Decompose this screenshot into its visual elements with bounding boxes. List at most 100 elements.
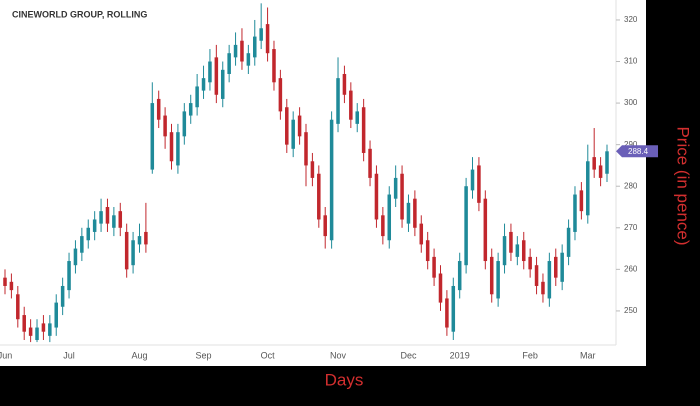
candle-body	[323, 215, 327, 237]
candle-body	[131, 240, 135, 266]
candle-body	[477, 165, 481, 203]
candle-body	[470, 169, 475, 191]
y-tick-label: 290	[624, 140, 638, 149]
candle-body	[502, 236, 507, 266]
candle-body	[137, 236, 142, 245]
candle-body	[41, 323, 46, 332]
candle-body	[54, 302, 58, 328]
candle-body	[489, 256, 494, 295]
candle-body	[16, 294, 20, 320]
candle-body	[400, 173, 404, 220]
candle-body	[528, 256, 532, 270]
y-tick-label: 310	[624, 57, 638, 66]
candle-body	[105, 207, 110, 224]
candle-body	[310, 161, 315, 178]
candle-body	[573, 194, 577, 232]
candle-body	[368, 148, 372, 178]
candle-body	[227, 53, 231, 74]
candle-body	[144, 231, 148, 245]
y-tick-label: 320	[624, 15, 638, 24]
candle-body	[598, 165, 603, 178]
x-tick-label: Mar	[580, 350, 596, 360]
candle-body	[393, 177, 398, 199]
candle-body	[425, 240, 430, 262]
candle-body	[406, 202, 411, 224]
candle-body	[169, 132, 174, 162]
candle-body	[265, 24, 270, 54]
candle-body	[188, 103, 193, 116]
candle-body	[534, 265, 539, 286]
candle-body	[28, 327, 33, 336]
candle-body	[150, 103, 155, 170]
x-tick-label: Aug	[131, 350, 147, 360]
candle-body	[156, 98, 161, 120]
candle-body	[35, 327, 39, 341]
candle-body	[374, 173, 379, 220]
last-price-tag	[616, 145, 658, 158]
candle-body	[201, 78, 206, 91]
candle-body	[438, 273, 443, 303]
candle-body	[297, 115, 302, 137]
x-tick-label: Oct	[261, 350, 276, 360]
candle-body	[233, 44, 238, 58]
candle-body	[586, 161, 590, 216]
candle-body	[547, 261, 552, 299]
candle-body	[272, 49, 276, 83]
x-tick-label: Nov	[330, 350, 347, 360]
candle-body	[445, 298, 449, 328]
candle-body	[381, 215, 385, 237]
candle-body	[208, 61, 212, 83]
chart-title: CINEWORLD GROUP, ROLLING	[12, 9, 147, 19]
candle-body	[73, 248, 78, 266]
candle-body	[220, 69, 225, 99]
candle-body	[182, 111, 187, 137]
candle-body	[554, 256, 558, 278]
x-tick-label: Feb	[522, 350, 538, 360]
last-price-label: 288.4	[628, 147, 649, 156]
x-tick-label: Dec	[400, 350, 417, 360]
x-tick-label: Sep	[196, 350, 212, 360]
candle-body	[515, 244, 520, 257]
candle-body	[246, 53, 251, 66]
x-axis-title: Days	[325, 370, 364, 389]
candle-body	[464, 186, 468, 266]
candle-body	[112, 215, 116, 228]
candle-body	[80, 236, 84, 253]
candle-body	[566, 227, 571, 257]
candle-body	[67, 261, 71, 291]
y-tick-label: 270	[624, 223, 638, 232]
y-tick-label: 300	[624, 98, 638, 107]
candle-body	[118, 211, 123, 228]
candle-body	[413, 198, 417, 228]
candle-body	[214, 57, 219, 95]
y-axis-title: Price (in pence)	[674, 126, 693, 245]
candle-body	[483, 198, 488, 262]
candle-body	[259, 28, 263, 41]
candle-body	[579, 190, 584, 212]
candle-body	[9, 281, 14, 291]
y-tick-label: 250	[624, 306, 638, 315]
candle-body	[349, 90, 353, 120]
candle-body	[291, 119, 295, 149]
candle-body	[176, 132, 180, 166]
candle-body	[592, 157, 596, 170]
candle-body	[605, 151, 609, 174]
candle-body	[432, 256, 436, 278]
candle-body	[92, 219, 97, 232]
candle-body	[419, 223, 424, 245]
candle-body	[457, 261, 462, 291]
candle-body	[48, 323, 52, 336]
candle-body	[541, 281, 545, 295]
candle-body	[560, 252, 564, 282]
candle-body	[521, 240, 526, 262]
candle-body	[496, 261, 500, 299]
x-tick-label: Jul	[63, 350, 75, 360]
candle-body	[22, 315, 26, 332]
y-tick-label: 260	[624, 264, 638, 273]
candle-body	[355, 111, 359, 124]
candle-body	[329, 119, 334, 241]
candle-body	[317, 173, 321, 220]
candle-body	[342, 73, 347, 95]
candle-body	[387, 194, 392, 241]
candle-body	[195, 86, 199, 108]
